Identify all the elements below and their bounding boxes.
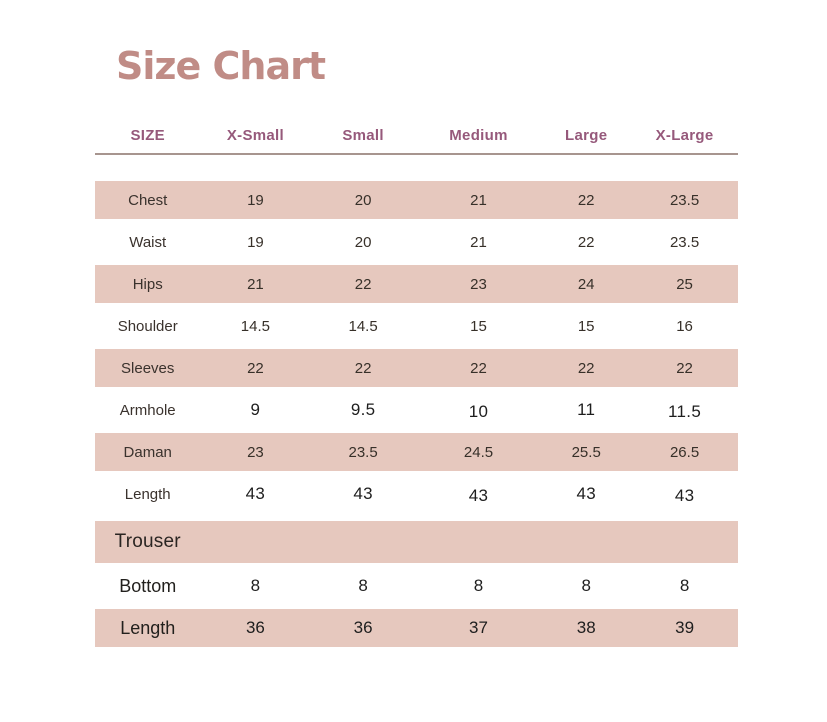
row-value: 25 — [676, 275, 693, 293]
table-row-sleeves: Sleeves 22 22 22 22 22 — [95, 349, 738, 387]
column-header-medium: Medium — [449, 126, 508, 144]
table-header-row: SIZE X-Small Small Medium Large X-Large — [95, 120, 738, 150]
column-header-large: Large — [565, 126, 608, 144]
header-divider — [95, 153, 738, 155]
row-value: 9 — [250, 400, 261, 419]
page-title: Size Chart — [116, 44, 326, 88]
row-value: 43 — [245, 484, 266, 503]
row-value: 37 — [469, 618, 488, 637]
row-label: Bottom — [119, 575, 177, 596]
row-value: 16 — [676, 317, 693, 335]
row-value: 23.5 — [669, 233, 700, 251]
row-value: 36 — [245, 618, 265, 637]
row-label: Chest — [128, 191, 168, 209]
column-header-xlarge: X-Large — [655, 126, 714, 144]
row-value: 14.5 — [240, 317, 270, 335]
row-value: 23 — [247, 443, 264, 461]
column-header-small: Small — [342, 126, 384, 144]
row-value: 15 — [577, 317, 595, 335]
row-value: 8 — [250, 576, 261, 595]
row-value: 22 — [577, 233, 595, 251]
row-label: Daman — [123, 443, 172, 461]
row-value: 8 — [473, 576, 484, 595]
row-value: 8 — [679, 576, 690, 595]
column-header-size: SIZE — [130, 126, 165, 144]
table-row-waist: Waist 19 20 21 22 23.5 — [95, 223, 738, 261]
column-header-xsmall: X-Small — [226, 126, 284, 144]
table-row-length: Length 43 43 43 43 43 — [95, 475, 738, 513]
row-value: 22 — [470, 359, 487, 377]
row-label: Waist — [129, 233, 167, 251]
row-value: 20 — [354, 233, 372, 251]
row-label: Shoulder — [117, 317, 178, 335]
row-value: 36 — [353, 618, 373, 637]
row-value: 24 — [577, 275, 595, 293]
row-value: 11 — [577, 400, 596, 419]
section-header-trouser: Trouser — [95, 521, 738, 563]
row-label: Hips — [132, 275, 163, 293]
table-row-hips: Hips 21 22 23 24 25 — [95, 265, 738, 303]
row-value: 20 — [354, 191, 372, 209]
row-value: 15 — [470, 317, 487, 335]
table-row-bottom: Bottom 8 8 8 8 8 — [95, 567, 738, 605]
table-row-armhole: Armhole 9 9.5 10 11 11.5 — [95, 391, 738, 429]
row-value: 22 — [354, 359, 372, 377]
row-value: 21 — [470, 233, 487, 251]
row-value: 9.5 — [350, 400, 376, 419]
row-value: 24.5 — [463, 443, 494, 461]
row-value: 23 — [470, 275, 487, 293]
row-value: 22 — [577, 359, 595, 377]
row-value: 19 — [247, 191, 264, 209]
row-value: 39 — [675, 618, 695, 637]
table-row-trouser-length: Length 36 36 37 38 39 — [95, 609, 738, 647]
size-chart-table: SIZE X-Small Small Medium Large X-Large … — [95, 120, 738, 651]
row-value: 22 — [577, 191, 595, 209]
row-label: Length — [124, 485, 171, 503]
row-value: 11.5 — [668, 402, 702, 421]
row-value: 43 — [353, 484, 373, 503]
row-label: Sleeves — [121, 359, 175, 377]
row-value: 38 — [576, 618, 596, 637]
row-value: 22 — [247, 359, 264, 377]
table-row-daman: Daman 23 23.5 24.5 25.5 26.5 — [95, 433, 738, 471]
row-value: 25.5 — [571, 443, 601, 461]
row-value: 23.5 — [348, 443, 378, 461]
row-value: 43 — [674, 486, 695, 505]
section-label: Trouser — [114, 531, 181, 552]
table-body: Chest 19 20 21 22 23.5 Waist 19 20 21 22… — [95, 181, 738, 647]
row-value: 22 — [676, 359, 693, 377]
row-value: 22 — [354, 275, 372, 293]
row-label: Length — [120, 617, 176, 638]
row-value: 23.5 — [669, 191, 700, 209]
row-label: Armhole — [119, 401, 176, 419]
table-row-shoulder: Shoulder 14.5 14.5 15 15 16 — [95, 307, 738, 345]
row-value: 14.5 — [348, 317, 378, 335]
row-value: 8 — [358, 576, 368, 595]
row-value: 10 — [468, 402, 489, 421]
row-value: 43 — [576, 484, 596, 503]
row-value: 21 — [470, 191, 487, 209]
row-value: 19 — [247, 233, 264, 251]
row-value: 43 — [468, 486, 489, 505]
row-value: 21 — [247, 275, 264, 293]
row-value: 26.5 — [669, 443, 700, 461]
row-value: 8 — [581, 576, 591, 595]
table-row-chest: Chest 19 20 21 22 23.5 — [95, 181, 738, 219]
